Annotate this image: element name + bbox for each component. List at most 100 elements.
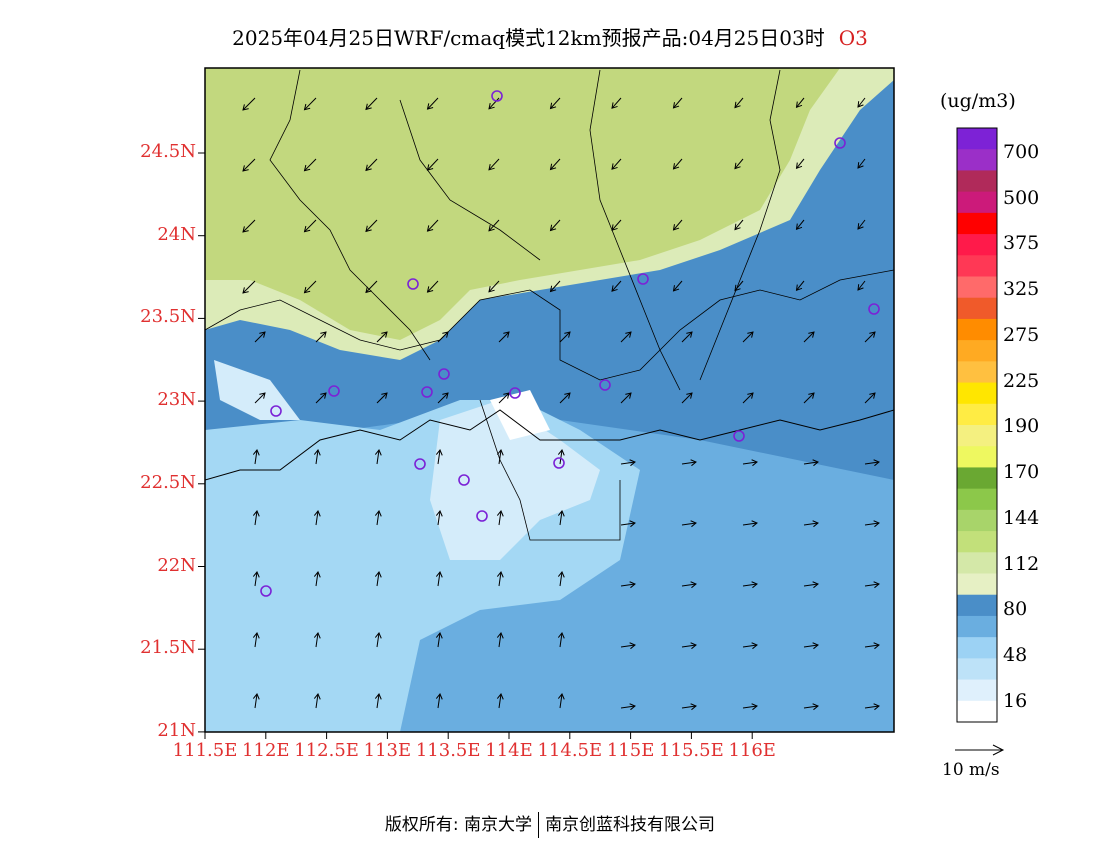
wind-arrow xyxy=(488,158,500,171)
wind-arrow xyxy=(559,449,563,465)
wind-arrow xyxy=(734,158,744,169)
lon-label: 113.5E xyxy=(415,740,481,761)
colorbar-label: 144 xyxy=(1003,507,1040,529)
wind-arrow xyxy=(742,461,758,465)
wind-arrow xyxy=(611,158,622,170)
wind-arrow xyxy=(559,392,571,404)
wind-arrow xyxy=(437,392,449,404)
coastline xyxy=(205,409,894,481)
lon-label: 111.5E xyxy=(172,740,238,761)
colorbar-label: 375 xyxy=(1003,232,1040,254)
wind-arrow xyxy=(857,158,866,169)
wind-arrow xyxy=(611,97,622,109)
station-marker xyxy=(599,379,611,391)
wind-arrow xyxy=(864,331,876,343)
lat-label: 21.5N xyxy=(140,637,196,659)
wind-arrow xyxy=(498,392,510,404)
wind-arrow xyxy=(437,331,449,343)
wind-arrow xyxy=(796,97,805,108)
station-marker xyxy=(868,303,880,315)
lon-label: 115E xyxy=(606,740,655,761)
footer-company: 南京创蓝科技有限公司 xyxy=(545,815,716,835)
colorbar-swatch xyxy=(957,128,997,150)
wind-arrow xyxy=(620,522,636,526)
wind-arrow xyxy=(857,280,866,291)
map-title: 2025年04月25日WRF/cmaq模式12km预报产品:04月25日03时 O… xyxy=(0,22,1100,51)
wind-arrow xyxy=(803,583,819,587)
footer-divider xyxy=(538,812,540,838)
wind-arrow xyxy=(488,219,500,232)
colorbar-swatch xyxy=(957,615,997,638)
colorbar-swatch xyxy=(957,403,997,426)
lon-label: 114E xyxy=(485,740,533,761)
wind-arrow xyxy=(254,392,266,404)
title-main: 2025年04月25日WRF/cmaq模式12km预报产品:04月25日03时 xyxy=(232,26,825,50)
colorbar-swatch xyxy=(957,488,997,511)
colorbar-label: 700 xyxy=(1003,141,1040,163)
colorbar-label: 112 xyxy=(1003,553,1040,575)
wind-arrow xyxy=(673,97,683,109)
colorbar-swatch xyxy=(957,509,997,532)
wind-arrow xyxy=(620,644,636,648)
wind-arrow xyxy=(681,644,697,648)
colorbar-swatch xyxy=(957,382,997,405)
station-marker xyxy=(458,474,470,486)
map-frame xyxy=(204,67,895,733)
wind-arrow xyxy=(365,97,378,110)
footer-copyright: 版权所有: 南京大学 xyxy=(384,815,533,835)
wind-arrow xyxy=(673,219,683,231)
wind-arrow xyxy=(315,632,319,648)
wind-arrow xyxy=(498,449,502,465)
colorbar-swatch xyxy=(957,212,997,235)
station-marker xyxy=(270,405,282,417)
wind-arrow xyxy=(304,219,317,233)
colorbar-label: 16 xyxy=(1003,690,1028,712)
colorbar-swatch xyxy=(957,573,997,596)
colorbar-label: 170 xyxy=(1003,461,1040,483)
colorbar-label: 80 xyxy=(1003,598,1028,620)
wind-arrow xyxy=(427,158,439,171)
wind-arrow xyxy=(864,392,876,404)
wind-arrow xyxy=(365,158,378,171)
green-land-zone xyxy=(205,68,840,340)
wind-arrow xyxy=(857,219,866,230)
station-marker xyxy=(733,430,745,442)
lon-label: 112E xyxy=(242,740,290,761)
colorbar-swatch xyxy=(957,361,997,384)
lat-label: 23N xyxy=(157,389,196,411)
wind-arrow xyxy=(254,449,258,465)
colorbar-swatch xyxy=(957,594,997,617)
wind-arrow xyxy=(498,510,502,526)
station-marker xyxy=(407,278,419,290)
wind-arrow xyxy=(315,571,319,587)
wind-arrow xyxy=(304,97,317,111)
wind-arrow xyxy=(304,158,317,172)
colorbar-label: 500 xyxy=(1003,187,1040,209)
admin-boundary-north xyxy=(399,99,541,261)
colorbar-swatch xyxy=(957,149,997,171)
wind-arrow xyxy=(681,705,697,709)
colorbar-label: 48 xyxy=(1003,644,1028,666)
colorbar-label: 275 xyxy=(1003,324,1040,346)
wind-arrow xyxy=(681,331,693,343)
wind-arrow xyxy=(242,97,256,111)
station-marker xyxy=(414,458,426,470)
station-marker xyxy=(260,585,272,597)
wind-arrow xyxy=(734,97,744,108)
colorbar-swatch xyxy=(957,255,997,277)
lat-label: 23.5N xyxy=(140,306,196,328)
colorbar-swatch xyxy=(957,637,997,659)
wind-arrow xyxy=(376,392,388,404)
wind-arrow xyxy=(315,449,319,465)
wind-arrow xyxy=(498,632,502,648)
wind-arrow xyxy=(620,705,636,709)
colorbar-label: 225 xyxy=(1003,370,1040,392)
wind-arrow xyxy=(559,571,563,587)
lat-label: 24.5N xyxy=(140,141,196,162)
colorbar-swatch xyxy=(957,318,997,341)
colorbar-swatch xyxy=(957,297,997,320)
colorbar-swatch xyxy=(957,425,997,447)
admin-boundary-west xyxy=(269,69,431,361)
colorbar xyxy=(956,127,998,723)
wind-arrow xyxy=(376,571,380,587)
